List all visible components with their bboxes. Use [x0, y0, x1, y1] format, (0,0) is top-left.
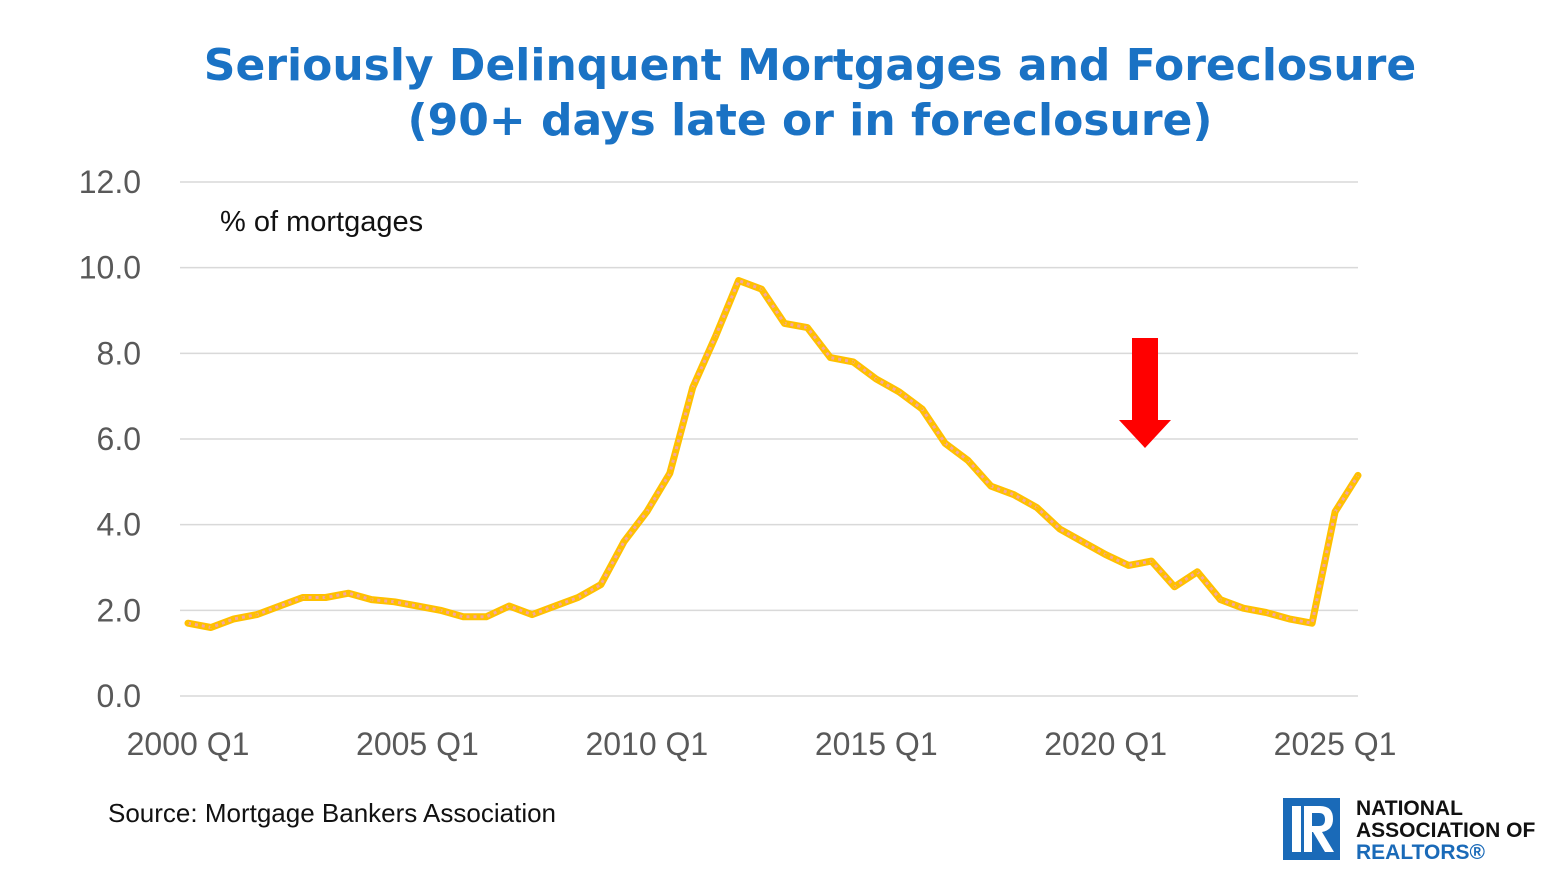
data-point	[1196, 570, 1199, 573]
y-tick-label: 10.0	[79, 250, 141, 286]
data-point	[943, 442, 947, 445]
chart-title-line-2: (90+ days late or in foreclosure)	[408, 95, 1213, 146]
data-point	[416, 604, 419, 608]
data-point	[1127, 564, 1130, 567]
x-tick-label: 2015 Q1	[815, 726, 938, 762]
data-point	[1356, 474, 1360, 477]
nar-logo: NATIONAL ASSOCIATION OF REALTORS®	[1283, 797, 1535, 864]
data-point	[1265, 611, 1268, 614]
data-point	[553, 604, 557, 608]
data-point	[347, 592, 350, 595]
data-point	[1035, 506, 1039, 509]
data-point	[439, 609, 442, 612]
data-point	[1287, 617, 1291, 621]
data-point	[186, 621, 190, 625]
data-point	[1150, 559, 1153, 563]
series-line-dash	[187, 279, 1360, 629]
data-point	[1219, 598, 1222, 601]
y-tick-label: 12.0	[79, 164, 141, 200]
source-note: Source: Mortgage Bankers Association	[108, 798, 556, 828]
data-point	[301, 596, 304, 599]
data-point	[1173, 585, 1176, 588]
data-point	[622, 540, 626, 543]
y-tick-label: 4.0	[97, 507, 141, 543]
data-point	[668, 472, 671, 475]
data-point	[760, 287, 763, 291]
x-tick-label: 2010 Q1	[585, 726, 708, 762]
realtor-r-logo-icon	[1283, 798, 1340, 860]
data-point	[393, 600, 396, 603]
data-point	[576, 596, 580, 599]
x-tick-label: 2005 Q1	[356, 726, 479, 762]
data-point	[783, 322, 786, 325]
chart-title-line-1: Seriously Delinquent Mortgages and Forec…	[204, 40, 1416, 91]
data-point	[232, 617, 236, 621]
data-point	[255, 613, 259, 616]
data-point	[462, 615, 465, 618]
data-point	[920, 407, 924, 411]
y-tick-label: 6.0	[97, 421, 141, 457]
x-axis-ticks: 2000 Q1 2005 Q1 2010 Q1 2015 Q1 2020 Q1 2025 …	[127, 726, 1397, 762]
data-point	[507, 604, 511, 608]
logo-line-2: ASSOCIATION OF	[1356, 819, 1535, 842]
logo-line-3: REALTORS®	[1356, 841, 1486, 864]
data-point	[1310, 621, 1314, 625]
data-point	[1081, 540, 1084, 543]
x-tick-label: 2000 Q1	[127, 726, 250, 762]
data-point	[324, 596, 327, 599]
data-point	[691, 386, 694, 389]
data-point	[737, 279, 740, 282]
data-point	[714, 335, 717, 338]
data-point	[1058, 527, 1061, 531]
data-point	[278, 604, 281, 608]
data-point	[370, 598, 373, 601]
y-tick-label: 0.0	[97, 678, 141, 714]
data-point	[209, 626, 213, 629]
y-tick-label: 8.0	[97, 335, 141, 371]
data-point	[806, 326, 809, 329]
data-point	[875, 377, 878, 381]
logo-line-1: NATIONAL	[1356, 797, 1463, 820]
red-down-arrow-icon	[1119, 338, 1171, 448]
data-point	[485, 615, 488, 618]
series-line	[184, 277, 1362, 631]
series-0	[184, 277, 1362, 631]
x-tick-label: 2020 Q1	[1044, 726, 1167, 762]
data-point	[645, 510, 649, 514]
data-point	[897, 390, 901, 394]
y-axis-ticks: 0.0 2.0 4.0 6.0 8.0 10.0 12.0	[79, 164, 141, 714]
data-point	[966, 459, 970, 462]
data-point	[989, 484, 993, 488]
data-point	[852, 360, 855, 364]
y-axis-label: % of mortgages	[220, 206, 423, 238]
x-tick-label: 2025 Q1	[1274, 726, 1397, 762]
y-tick-label: 2.0	[97, 592, 141, 628]
data-point	[1104, 553, 1107, 556]
data-point	[599, 583, 603, 586]
series-lines	[184, 277, 1362, 631]
data-point	[1333, 510, 1337, 514]
data-point	[1242, 606, 1245, 610]
data-point	[530, 613, 534, 616]
data-point	[1012, 493, 1016, 496]
gridlines	[180, 181, 1358, 697]
data-point	[829, 356, 832, 359]
